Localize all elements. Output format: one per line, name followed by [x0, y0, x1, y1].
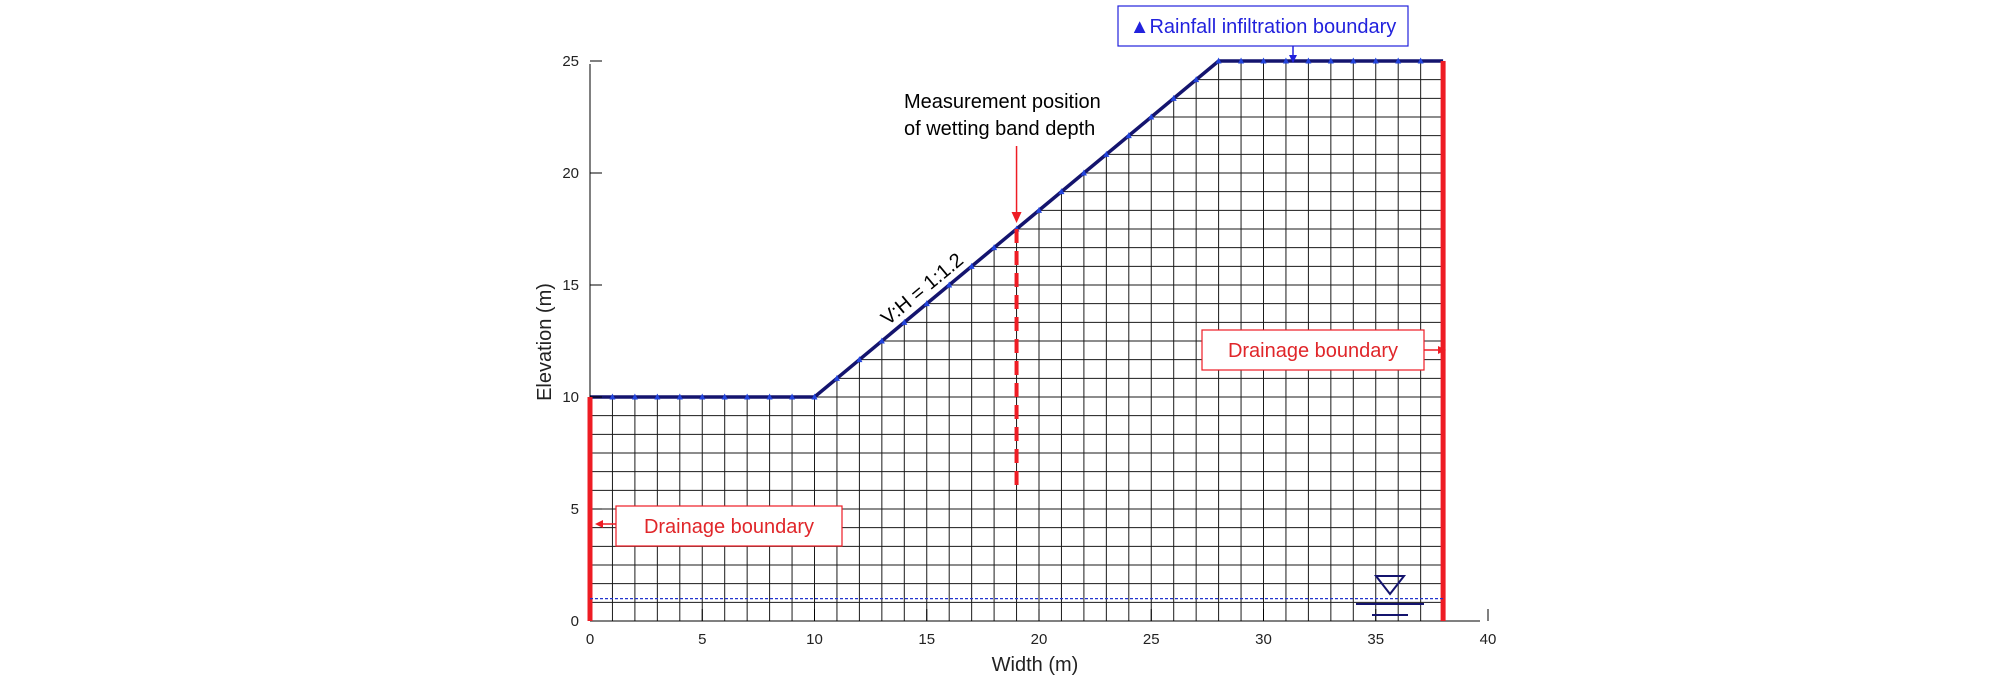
y-tick-label: 15 [562, 277, 579, 294]
infiltration-marker-icon [766, 393, 773, 400]
x-axis-title: Width (m) [992, 654, 1079, 676]
x-tick-label: 40 [1480, 631, 1497, 648]
infiltration-marker-icon [631, 393, 638, 400]
infiltration-marker-icon [1305, 57, 1312, 64]
infiltration-marker-icon [609, 393, 616, 400]
infiltration-marker-icon [699, 393, 706, 400]
left-drainage-label: Drainage boundary [644, 516, 814, 538]
measurement-label-line2: of wetting band depth [904, 118, 1095, 140]
infiltration-marker-icon [1170, 94, 1177, 101]
measurement-arrow-head-icon [1011, 212, 1022, 223]
infiltration-marker-icon [1350, 57, 1357, 64]
right-drainage-arrow-icon [1438, 346, 1446, 354]
y-tick-label: 25 [562, 53, 579, 70]
infiltration-marker-icon [1260, 57, 1267, 64]
left-drainage-label-box: Drainage boundary [595, 505, 843, 547]
infiltration-marker-icon [811, 393, 818, 400]
infiltration-marker-icon [1282, 57, 1289, 64]
slope-ratio-label: V:H = 1:1.2 [877, 249, 968, 330]
infiltration-marker-icon [721, 393, 728, 400]
infiltration-marker-icon [1395, 57, 1402, 64]
rainfall-arrow-icon [1289, 55, 1297, 63]
infiltration-marker-icon [1103, 150, 1110, 157]
right-drainage-box-frame [1201, 329, 1425, 371]
y-tick-label: 0 [571, 613, 579, 630]
infiltration-marker-icon [1372, 57, 1379, 64]
infiltration-marker-icon [901, 318, 908, 325]
infiltration-marker-icon [1125, 132, 1132, 139]
x-tick-label: 35 [1367, 631, 1384, 648]
x-tick-label: 20 [1031, 631, 1048, 648]
infiltration-markers [609, 57, 1424, 400]
infiltration-marker-icon [654, 393, 661, 400]
water-table-symbol [1356, 575, 1424, 616]
infiltration-marker-icon [991, 244, 998, 251]
rainfall-infiltration-label: ▲Rainfall infiltration boundary [1130, 16, 1397, 38]
right-drainage-label-box: Drainage boundary [1201, 329, 1446, 371]
y-tick-label: 10 [562, 389, 579, 406]
infiltration-marker-icon [1058, 188, 1065, 195]
infiltration-marker-icon [856, 356, 863, 363]
infiltration-marker-icon [1215, 57, 1222, 64]
axes: 0 5 10 15 20 25 30 35 40 0 5 10 15 20 25 Width (m) El… [534, 53, 1496, 676]
infiltration-marker-icon [1080, 169, 1087, 176]
infiltration-marker-icon [946, 281, 953, 288]
x-tick-label: 0 [586, 631, 594, 648]
infiltration-marker-icon [923, 300, 930, 307]
infiltration-marker-icon [968, 262, 975, 269]
water-table-triangle-icon [1373, 575, 1407, 596]
rainfall-label-box: ▲Rainfall infiltration boundary [1117, 5, 1409, 63]
y-tick-label: 5 [571, 501, 579, 518]
infiltration-marker-icon [833, 374, 840, 381]
infiltration-marker-icon [1193, 76, 1200, 83]
left-drainage-box-frame [615, 505, 843, 547]
infiltration-marker-icon [1417, 57, 1424, 64]
infiltration-marker-icon [878, 337, 885, 344]
right-drainage-label: Drainage boundary [1228, 340, 1398, 362]
x-tick-label: 15 [918, 631, 935, 648]
infiltration-marker-icon [676, 393, 683, 400]
infiltration-marker-icon [789, 393, 796, 400]
y-ticks: 0 5 10 15 20 25 [562, 53, 602, 630]
rainfall-box-frame [1117, 5, 1409, 47]
infiltration-marker-icon [1327, 57, 1334, 64]
infiltration-marker-icon [1238, 57, 1245, 64]
x-tick-label: 10 [806, 631, 823, 648]
finite-element-mesh [590, 61, 1444, 621]
infiltration-marker-icon [1148, 113, 1155, 120]
x-tick-label: 30 [1255, 631, 1272, 648]
y-axis-title: Elevation (m) [534, 283, 556, 401]
x-tick-label: 5 [698, 631, 706, 648]
x-tick-label: 25 [1143, 631, 1160, 648]
x-ticks: 0 5 10 15 20 25 30 35 40 [586, 609, 1497, 648]
measurement-label-line1: Measurement position [904, 91, 1101, 113]
y-tick-label: 20 [562, 165, 579, 182]
infiltration-marker-icon [744, 393, 751, 400]
infiltration-marker-icon [1036, 206, 1042, 213]
left-drainage-arrow-icon [595, 520, 603, 528]
